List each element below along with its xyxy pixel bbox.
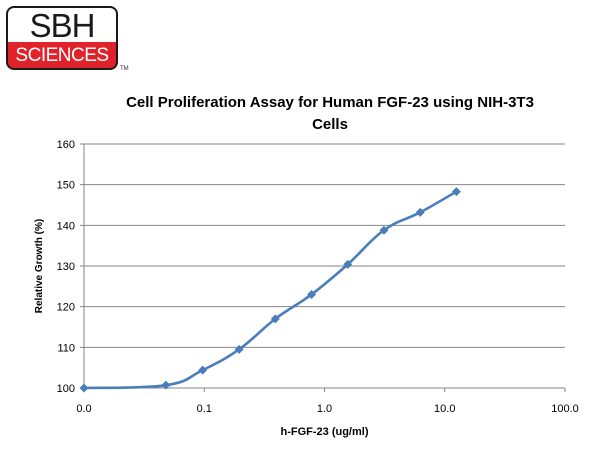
- y-tick-label: 110: [57, 342, 75, 354]
- data-point-marker: [234, 344, 244, 354]
- data-point-marker: [307, 289, 317, 299]
- data-point-marker: [451, 187, 461, 197]
- sbh-sciences-logo: SBH SCIENCES TM: [6, 6, 129, 72]
- data-point-marker: [379, 225, 389, 235]
- logo-trademark: TM: [120, 66, 129, 72]
- logo-text-sbh: SBH: [29, 6, 96, 44]
- y-tick-label: 100: [57, 383, 75, 395]
- chart-title-line-1: Cell Proliferation Assay for Human FGF-2…: [126, 94, 534, 111]
- x-tick-label: 0.0: [76, 403, 91, 415]
- y-tick-label: 130: [57, 261, 75, 273]
- y-tick-label: 140: [57, 220, 75, 232]
- data-point-marker: [270, 314, 280, 324]
- y-tick-label: 150: [57, 180, 75, 192]
- y-tick-label: 120: [57, 302, 75, 314]
- x-tick-label: 100.0: [551, 403, 579, 415]
- logo-bottom-panel: SCIENCES: [6, 42, 118, 70]
- x-tick-label: 10.0: [434, 403, 455, 415]
- y-axis-title: Relative Growth (%): [34, 219, 45, 313]
- logo-top-panel: SBH: [6, 6, 118, 42]
- x-axis-title: h-FGF-23 (ug/ml): [281, 426, 369, 438]
- data-point-marker: [79, 383, 89, 393]
- data-point-marker: [161, 380, 171, 390]
- data-point-marker: [415, 207, 425, 217]
- x-tick-label: 1.0: [317, 403, 332, 415]
- chart-title-line-2: Cells: [312, 116, 348, 133]
- series-line: [83, 190, 458, 390]
- data-point-marker: [198, 365, 208, 375]
- logo-text-sciences: SCIENCES: [15, 44, 109, 66]
- y-tick-label: 160: [57, 139, 75, 151]
- x-tick-label: 0.1: [197, 403, 212, 415]
- data-point-marker: [343, 259, 353, 269]
